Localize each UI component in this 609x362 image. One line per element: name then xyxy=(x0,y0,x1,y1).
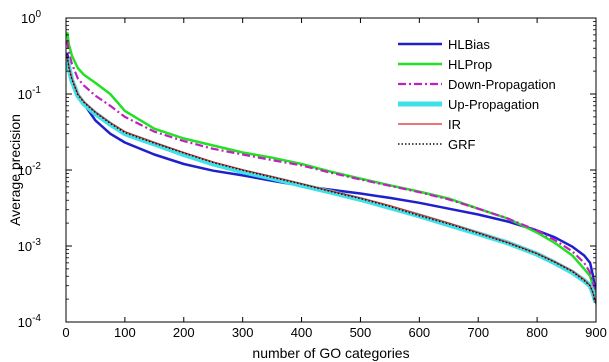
x-tick-label: 800 xyxy=(526,325,548,340)
ticks-layer: 0 100 200 300 400 500 600 700 800 900 10-4 10-3 10-2… xyxy=(18,9,607,340)
series-line-ir xyxy=(66,55,596,305)
series-line-hlprop xyxy=(66,32,596,300)
legend-label: HLProp xyxy=(448,57,492,72)
y-tick-label: 10-3 xyxy=(18,237,42,254)
x-tick-label: 700 xyxy=(467,325,489,340)
x-axis-label: number of GO categories xyxy=(252,345,409,361)
x-tick-label: 0 xyxy=(62,325,69,340)
series-line-down-propagation xyxy=(66,40,596,300)
x-tick-label: 600 xyxy=(408,325,430,340)
legend-label: HLBias xyxy=(448,37,490,52)
series-line-grf xyxy=(66,56,596,305)
plot-frame xyxy=(65,17,597,323)
series-line-up-propagation xyxy=(66,57,596,304)
y-tick-label: 100 xyxy=(21,9,41,26)
legend: HLBias HLProp Down-Propagation Up-Propagati… xyxy=(398,37,556,152)
y-tick-label: 10-2 xyxy=(18,161,42,178)
x-tick-label: 300 xyxy=(232,325,254,340)
legend-label: GRF xyxy=(448,137,476,152)
series-layer xyxy=(66,32,596,305)
x-tick-label: 100 xyxy=(114,325,136,340)
y-tick-label: 10-1 xyxy=(18,85,42,102)
legend-label: Down-Propagation xyxy=(448,77,556,92)
legend-label: IR xyxy=(448,117,461,132)
x-tick-label: 900 xyxy=(585,325,607,340)
x-tick-label: 400 xyxy=(291,325,313,340)
y-tick-label: 10-4 xyxy=(18,313,42,330)
legend-label: Up-Propagation xyxy=(448,97,539,112)
x-tick-label: 200 xyxy=(173,325,195,340)
x-tick-label: 500 xyxy=(350,325,372,340)
y-axis-label: Average precision xyxy=(7,114,23,226)
